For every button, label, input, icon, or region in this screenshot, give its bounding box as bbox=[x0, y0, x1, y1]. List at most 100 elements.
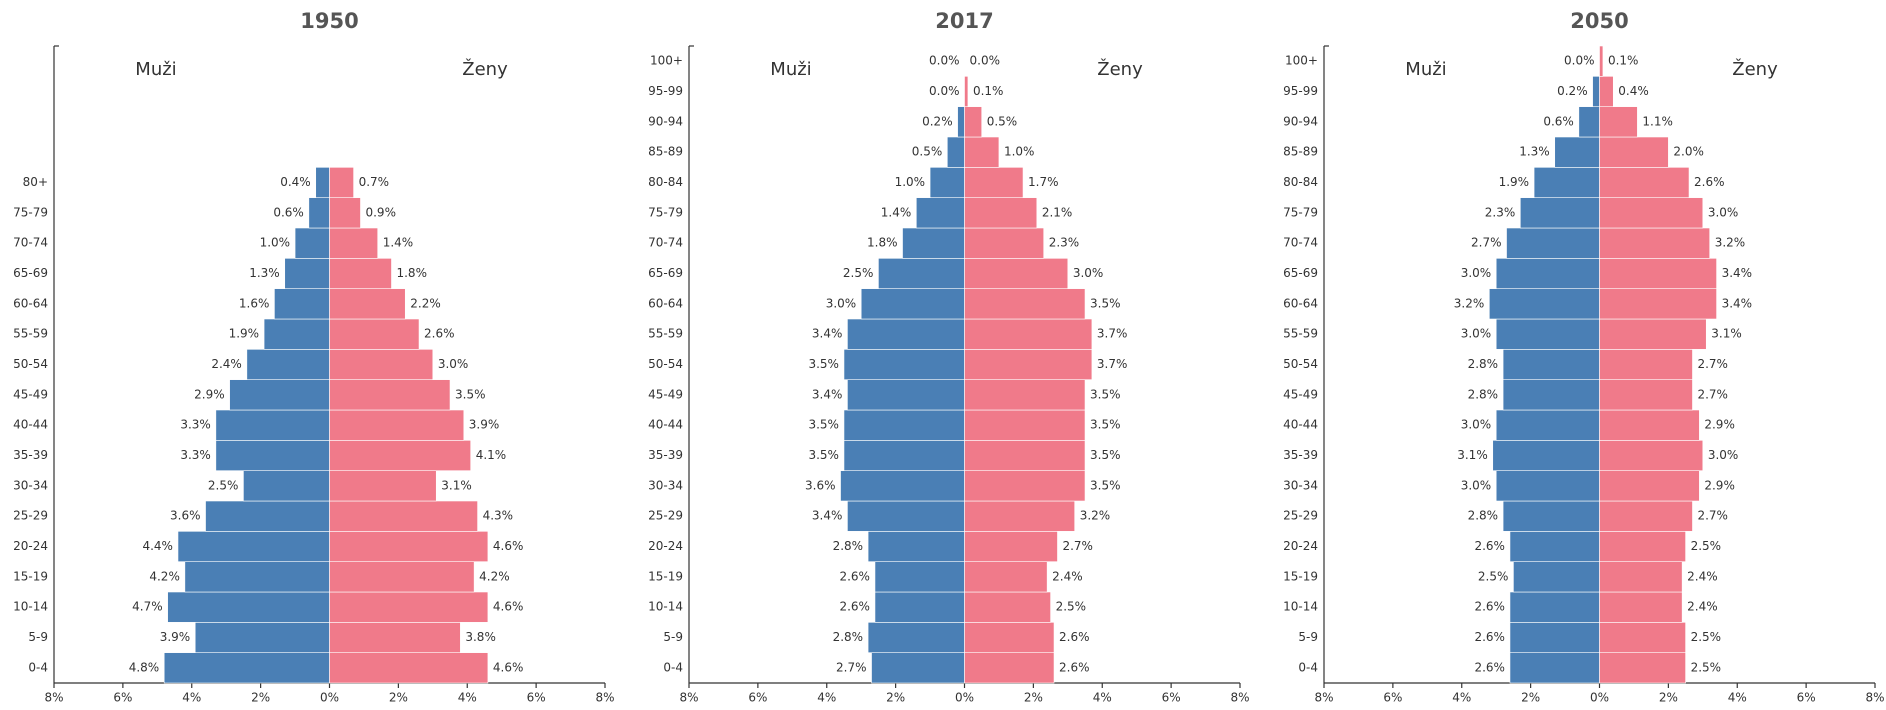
bar bbox=[867, 531, 965, 562]
value-label: 1.9% bbox=[1499, 175, 1530, 189]
value-label: 2.5% bbox=[208, 478, 239, 492]
value-label: 0.1% bbox=[1608, 54, 1639, 68]
bar bbox=[1599, 622, 1686, 653]
value-label: 1.8% bbox=[396, 266, 427, 280]
value-label: 3.5% bbox=[1090, 387, 1121, 401]
bar bbox=[964, 136, 1000, 168]
x-tick-label: 0% bbox=[955, 691, 974, 705]
bar bbox=[964, 379, 1086, 411]
x-tick-label: 0% bbox=[1590, 691, 1609, 705]
bar bbox=[329, 561, 475, 593]
bar bbox=[329, 409, 465, 441]
value-label: 3.5% bbox=[808, 357, 839, 371]
legend-label: Ženy bbox=[1732, 58, 1778, 80]
value-label: 3.2% bbox=[1715, 236, 1746, 250]
value-label: 0.6% bbox=[273, 205, 304, 219]
y-tick-label: 50-54 bbox=[1283, 357, 1318, 371]
bar bbox=[1492, 440, 1600, 471]
x-tick-label: 4% bbox=[182, 691, 201, 705]
bar bbox=[874, 591, 965, 623]
value-label: 2.9% bbox=[1704, 418, 1735, 432]
chart-title: 2017 bbox=[935, 9, 993, 33]
x-tick-label: 4% bbox=[1728, 691, 1747, 705]
bar bbox=[964, 440, 1086, 471]
y-tick-label: 40-44 bbox=[1283, 418, 1318, 432]
chart-title: 1950 bbox=[300, 9, 358, 33]
bar bbox=[964, 318, 1093, 350]
x-tick-label: 6% bbox=[1383, 691, 1402, 705]
value-label: 0.1% bbox=[973, 84, 1004, 98]
bar bbox=[964, 76, 969, 107]
bar bbox=[329, 591, 489, 623]
y-tick-label: 5-9 bbox=[28, 630, 48, 644]
value-label: 3.2% bbox=[1454, 296, 1485, 310]
bar bbox=[946, 136, 965, 168]
y-tick-label: 0-4 bbox=[28, 660, 48, 674]
value-label: 0.0% bbox=[970, 54, 1001, 68]
bar bbox=[964, 622, 1055, 653]
bar bbox=[1599, 500, 1693, 532]
y-tick-label: 10-14 bbox=[13, 600, 48, 614]
bar bbox=[215, 409, 330, 441]
y-tick-label: 45-49 bbox=[1283, 387, 1318, 401]
value-label: 0.4% bbox=[1618, 84, 1649, 98]
value-label: 3.3% bbox=[180, 418, 211, 432]
bar bbox=[929, 167, 965, 198]
bar bbox=[843, 440, 965, 471]
value-label: 2.6% bbox=[1694, 175, 1725, 189]
bar bbox=[1599, 349, 1693, 380]
value-label: 3.5% bbox=[1090, 448, 1121, 462]
y-tick-label: 45-49 bbox=[648, 387, 683, 401]
bar bbox=[1599, 561, 1683, 593]
value-label: 2.6% bbox=[1059, 660, 1090, 674]
value-label: 2.5% bbox=[1691, 660, 1722, 674]
y-tick-label: 25-29 bbox=[1283, 509, 1318, 523]
value-label: 1.4% bbox=[383, 236, 414, 250]
value-label: 3.9% bbox=[469, 418, 500, 432]
legend-label: Ženy bbox=[462, 58, 508, 80]
value-label: 1.0% bbox=[260, 236, 291, 250]
bar bbox=[184, 561, 330, 593]
x-tick-label: 4% bbox=[458, 691, 477, 705]
value-label: 3.0% bbox=[1461, 266, 1492, 280]
bar bbox=[1592, 76, 1600, 107]
value-label: 2.6% bbox=[1474, 539, 1505, 553]
x-tick-label: 6% bbox=[113, 691, 132, 705]
bar bbox=[1599, 197, 1704, 229]
bar bbox=[871, 652, 965, 684]
value-label: 2.6% bbox=[1474, 600, 1505, 614]
bar bbox=[964, 167, 1024, 198]
y-tick-label: 100+ bbox=[650, 54, 683, 68]
bar bbox=[964, 258, 1069, 289]
y-tick-label: 10-14 bbox=[648, 600, 683, 614]
y-tick-label: 65-69 bbox=[648, 266, 683, 280]
value-label: 0.2% bbox=[1557, 84, 1588, 98]
bar bbox=[1506, 227, 1600, 259]
legend-label: Ženy bbox=[1097, 58, 1143, 80]
value-label: 3.1% bbox=[1711, 327, 1742, 341]
value-label: 3.4% bbox=[1722, 266, 1753, 280]
x-tick-label: 6% bbox=[1797, 691, 1816, 705]
bar bbox=[215, 440, 330, 471]
bar bbox=[964, 409, 1086, 441]
value-label: 0.0% bbox=[929, 54, 960, 68]
value-label: 0.7% bbox=[359, 175, 390, 189]
x-tick-label: 2% bbox=[1024, 691, 1043, 705]
y-tick-label: 40-44 bbox=[648, 418, 683, 432]
value-label: 2.9% bbox=[194, 387, 225, 401]
legend-label: Muži bbox=[1405, 59, 1446, 80]
bar bbox=[284, 258, 330, 289]
bar bbox=[329, 379, 451, 411]
value-label: 2.4% bbox=[1687, 600, 1718, 614]
value-label: 1.9% bbox=[229, 327, 260, 341]
x-tick-label: 2% bbox=[389, 691, 408, 705]
value-label: 2.7% bbox=[1697, 387, 1728, 401]
value-label: 3.9% bbox=[160, 630, 191, 644]
bar bbox=[843, 349, 965, 380]
y-tick-label: 15-19 bbox=[13, 569, 48, 583]
value-label: 2.8% bbox=[1468, 357, 1499, 371]
value-label: 3.5% bbox=[455, 387, 486, 401]
bar bbox=[329, 318, 420, 350]
bar bbox=[329, 531, 489, 562]
